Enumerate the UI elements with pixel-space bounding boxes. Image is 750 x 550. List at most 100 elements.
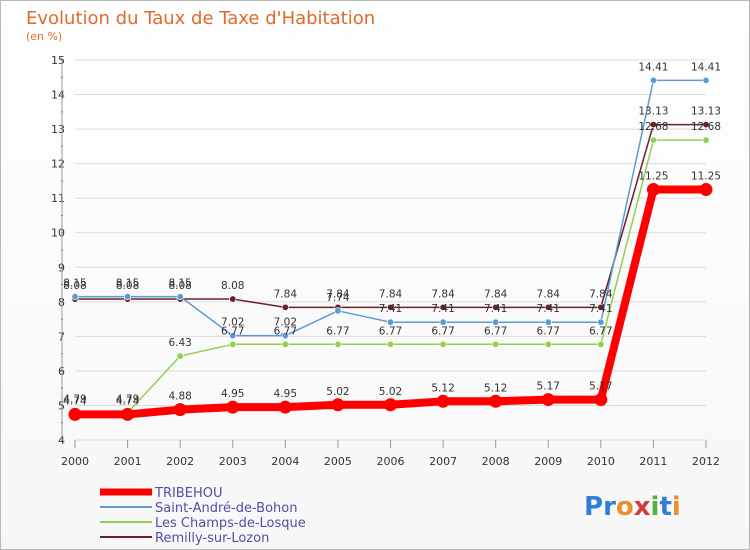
data-point: [544, 303, 552, 311]
data-point: [334, 307, 342, 315]
data-point: [489, 394, 503, 408]
data-label: 8.08: [221, 280, 244, 292]
data-point: [544, 340, 552, 348]
data-point: [649, 76, 657, 84]
x-tick-label: 2004: [271, 455, 299, 468]
x-tick-label: 2009: [534, 455, 562, 468]
data-label: 7.84: [484, 288, 508, 300]
data-label: 12.68: [691, 121, 721, 133]
data-label: 12.68: [638, 121, 668, 133]
x-tick-label: 2003: [219, 455, 247, 468]
data-point: [439, 303, 447, 311]
data-label: 6.77: [274, 325, 297, 337]
data-label: 4.74: [116, 395, 140, 407]
data-label: 5.17: [537, 381, 560, 393]
data-label: 6.77: [379, 325, 402, 337]
logo-letter: x: [634, 492, 651, 522]
x-tick-label: 2001: [114, 455, 142, 468]
x-tick-label: 2010: [587, 455, 615, 468]
x-tick-label: 2007: [429, 455, 457, 468]
data-point: [384, 398, 397, 412]
data-label: 6.77: [431, 325, 454, 337]
logo-letter: i: [651, 492, 660, 522]
x-tick-label: 2011: [639, 455, 667, 468]
x-tick-label: 2012: [692, 455, 720, 468]
data-label: 4.79: [63, 394, 86, 406]
data-label: 7.84: [431, 288, 455, 300]
data-point: [334, 340, 342, 348]
data-point: [702, 121, 710, 129]
x-tick-label: 2005: [324, 455, 352, 468]
data-point: [278, 400, 292, 414]
data-label: 7.41: [537, 303, 560, 315]
data-point: [226, 400, 240, 414]
data-label: 7.02: [221, 317, 244, 329]
data-point: [646, 183, 660, 197]
x-tick-label: 2006: [377, 455, 405, 468]
data-point: [594, 393, 608, 407]
data-label: 7.84: [537, 288, 561, 300]
data-label: 7.74: [326, 292, 350, 304]
data-point: [71, 293, 79, 301]
data-label: 8.08: [63, 280, 86, 292]
data-label: 14.41: [691, 61, 721, 73]
data-point: [229, 332, 237, 340]
data-point: [649, 121, 657, 129]
data-point: [649, 136, 657, 144]
data-label: 6.77: [537, 325, 560, 337]
chart-subtitle: (en %): [26, 30, 62, 43]
logo-letter: o: [616, 492, 634, 522]
data-point: [176, 352, 184, 360]
data-labels: 8.08 8.08 8.08 8.08 7.84 7.84 7.84 7.84 7.84 7.84…: [63, 61, 721, 407]
data-label: 8.08: [116, 280, 139, 292]
data-label: 4.74: [63, 395, 87, 407]
data-label: 6.77: [589, 325, 612, 337]
legend-label: Saint-André-de-Bohon: [155, 501, 298, 516]
logo-letter: P: [584, 492, 603, 522]
data-point: [331, 398, 345, 412]
data-point: [176, 293, 184, 301]
data-point: [544, 318, 552, 326]
data-label: 11.25: [691, 171, 721, 183]
data-label: 13.13: [638, 106, 668, 118]
data-point: [541, 393, 555, 407]
logo-letter: r: [603, 492, 616, 522]
data-label: 7.41: [589, 303, 612, 315]
x-tick-label: 2002: [166, 455, 194, 468]
data-point: [124, 293, 132, 301]
x-tick-label: 2008: [482, 455, 510, 468]
data-label: 8.15: [116, 278, 139, 290]
data-point: [281, 332, 289, 340]
data-point: [229, 340, 237, 348]
data-point: [492, 340, 500, 348]
data-point: [436, 394, 450, 408]
data-label: 7.84: [326, 288, 350, 300]
data-label: 8.08: [168, 280, 191, 292]
data-label: 6.77: [326, 325, 349, 337]
data-point: [492, 318, 500, 326]
data-label: 7.02: [274, 317, 297, 329]
data-point: [702, 76, 710, 84]
legend-label: Remilly-sur-Lozon: [155, 531, 269, 546]
data-label: 4.79: [116, 394, 139, 406]
data-point: [121, 407, 135, 421]
data-label: 5.12: [484, 382, 507, 394]
data-label: 14.41: [638, 61, 668, 73]
data-point: [281, 340, 289, 348]
data-point: [386, 303, 394, 311]
data-label: 5.17: [589, 381, 612, 393]
data-label: 6.77: [221, 325, 244, 337]
data-label: 7.84: [379, 288, 403, 300]
legend-label: TRIBEHOU: [154, 486, 222, 501]
data-label: 6.43: [168, 337, 191, 349]
data-label: 11.25: [638, 171, 668, 183]
data-point: [281, 303, 289, 311]
data-point: [702, 136, 710, 144]
proxiti-logo: Proxiti: [584, 492, 681, 522]
legend-label: Les Champs-de-Losque: [155, 516, 306, 531]
data-point: [699, 183, 713, 197]
logo-letter: i: [672, 492, 681, 522]
x-tick-label: 2000: [61, 455, 89, 468]
